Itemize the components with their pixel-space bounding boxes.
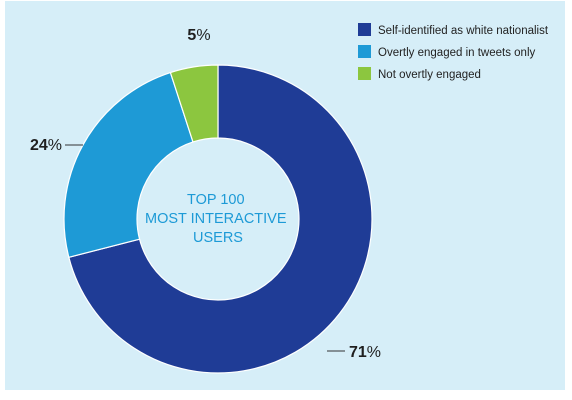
donut-slice-1 (68, 64, 373, 374)
legend-label-3: Not overtly engaged (378, 69, 481, 81)
legend-swatch-1 (358, 23, 371, 36)
donut-slices (63, 64, 373, 374)
percent-label-1: 71% (349, 344, 381, 361)
center-label: TOP 100 MOST INTERACTIVE USERS (145, 191, 291, 246)
legend-swatch-2 (358, 45, 371, 58)
chart-panel: 71% 24% 5% TOP 100 MOST INTERACTIVE USERS … (5, 1, 565, 390)
legend: Self-identified as white nationalist Over… (358, 23, 549, 81)
leader-lines (65, 144, 345, 352)
legend-swatch-3 (358, 67, 371, 80)
legend-label-2: Overtly engaged in tweets only (378, 47, 536, 59)
center-label-line-1: TOP 100 (187, 192, 245, 208)
center-label-line-2: MOST INTERACTIVE (145, 211, 287, 227)
legend-label-1: Self-identified as white nationalist (378, 25, 549, 37)
donut-slice-3 (169, 64, 219, 143)
percent-label-3: 5% (187, 27, 210, 44)
donut-slice-2 (63, 71, 194, 259)
percent-labels: 71% 24% 5% (30, 27, 381, 361)
center-label-line-3: USERS (193, 230, 243, 246)
percent-label-2: 24% (30, 137, 62, 154)
donut-chart: 71%24%5% TOP 100 MOST INTERACTIVE USERS … (5, 1, 565, 390)
